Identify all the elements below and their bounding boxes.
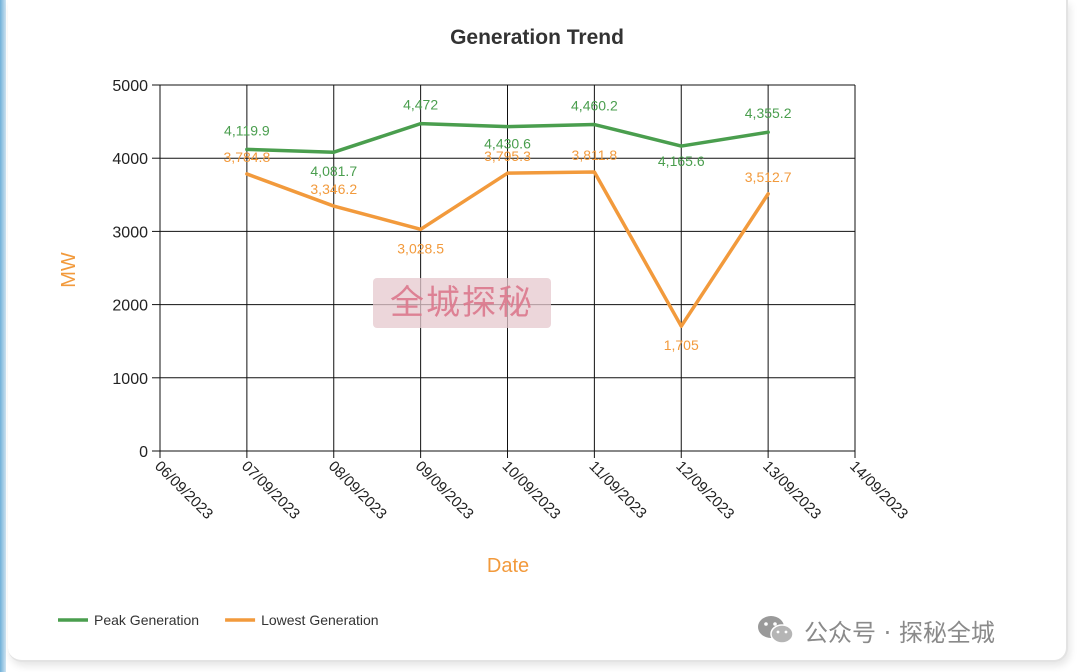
watermark: 全城探秘 [373,278,551,328]
x-tick-label: 10/09/2023 [499,458,564,523]
x-tick-label: 07/09/2023 [238,458,303,523]
y-tick-label: 1000 [112,371,148,388]
x-axis-label: Date [487,555,529,577]
x-axis-ticks: 06/09/2023 07/09/2023 08/09/2023 09/09/2023… [151,458,911,523]
grid [152,84,856,458]
x-tick-label: 12/09/2023 [672,458,737,523]
data-label: 4,430.6 [484,136,531,152]
data-point [419,122,423,126]
footer-text: 公众号 · 探秘全城 [804,618,995,647]
x-tick-label: 13/09/2023 [759,458,824,523]
x-tick-label: 09/09/2023 [412,458,477,523]
data-point [506,125,509,129]
data-point [592,170,596,174]
legend: Peak Generation Lowest Generation [58,612,379,628]
data-point [766,130,770,134]
data-point [766,192,770,196]
data-labels: 4,119.9 4,081.7 4,472 4,430.6 4,460.2 4,165.6… [224,97,792,354]
x-tick-label: 06/09/2023 [151,458,216,523]
legend-label: Lowest Generation [261,612,379,628]
chart-title: Generation Trend [450,26,624,49]
data-point [245,172,249,176]
data-point [332,150,336,154]
data-point [592,123,596,127]
window-edge [0,0,6,672]
series-lines [245,121,770,328]
x-tick-label: 11/09/2023 [586,458,650,522]
data-point [506,171,509,175]
data-label: 4,081.7 [310,163,357,179]
data-point [245,147,249,151]
data-label: 4,472 [403,97,438,113]
x-tick-label: 14/09/2023 [846,458,911,523]
y-tick-label: 2000 [112,298,148,315]
y-tick-label: 5000 [112,78,148,95]
data-label: 3,512.7 [745,169,792,185]
data-label: 3,795.3 [484,148,531,164]
y-axis-ticks: 0 1000 2000 3000 4000 5000 [112,78,148,461]
data-label: 4,355.2 [745,105,792,121]
data-point [332,204,336,208]
legend-label: Peak Generation [94,612,199,628]
chart-card [8,0,1068,662]
data-point [679,324,683,328]
y-tick-label: 3000 [112,224,148,241]
data-label: 3,028.5 [397,240,444,256]
footer-brand: 公众号 · 探秘全城 [756,610,995,650]
data-label: 3,346.2 [310,181,357,197]
data-label: 4,119.9 [224,122,270,138]
y-axis-label: MW [58,252,80,288]
data-label: 1,705 [664,337,699,353]
data-label: 4,460.2 [571,98,618,114]
y-tick-label: 4000 [112,151,148,168]
y-tick-label: 0 [139,444,148,461]
x-tick-label: 08/09/2023 [325,458,390,523]
data-point [679,144,683,148]
data-label: 4,165.6 [658,153,705,169]
data-label: 3,784.8 [224,149,271,165]
data-label: 3,811.8 [572,147,618,163]
data-point [419,227,423,231]
wechat-icon [758,616,794,644]
